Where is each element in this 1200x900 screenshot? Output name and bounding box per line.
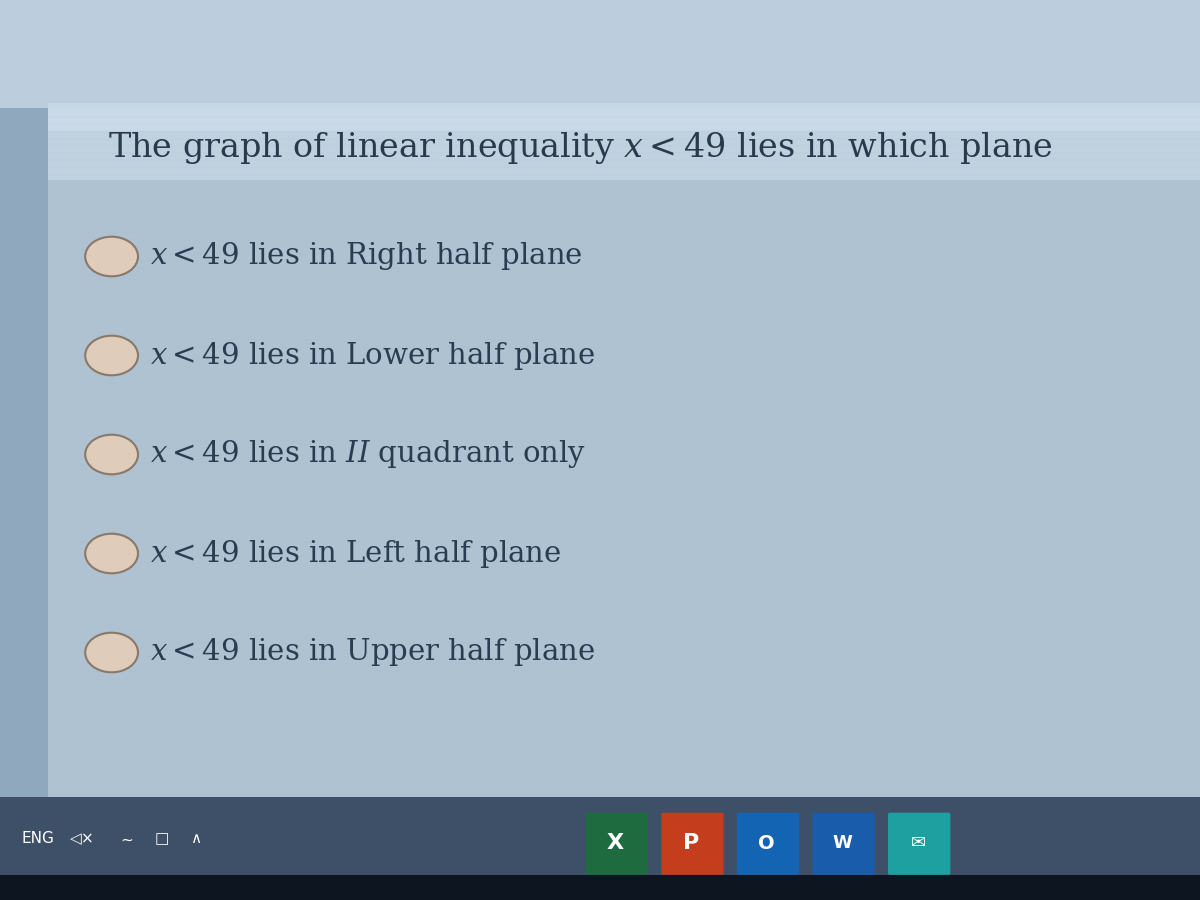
Circle shape [85,534,138,573]
Circle shape [85,633,138,672]
FancyBboxPatch shape [586,813,648,875]
Bar [48,108,1200,810]
Text: $\sim$: $\sim$ [118,832,134,846]
Text: ✉: ✉ [911,834,925,852]
FancyBboxPatch shape [888,813,950,875]
Text: $x < 49$ lies in Right half plane: $x < 49$ lies in Right half plane [150,240,582,273]
Bar [0,0,1200,108]
Text: ∧: ∧ [190,832,202,846]
Circle shape [85,336,138,375]
Bar [48,104,1200,130]
Bar [0,0,1200,108]
Text: $x < 49$ lies in Lower half plane: $x < 49$ lies in Lower half plane [150,339,595,372]
FancyBboxPatch shape [737,813,799,875]
Text: W: W [833,834,852,852]
Bar [0,796,1200,900]
Bar [0,108,1200,810]
Bar [48,108,1200,180]
Text: O: O [758,833,775,853]
Text: X: X [607,833,624,853]
Bar [0,875,1200,900]
Circle shape [85,237,138,276]
FancyBboxPatch shape [812,813,875,875]
Text: P: P [683,833,700,853]
Text: $\triangleleft$×: $\triangleleft$× [70,831,94,847]
Bar [0,108,48,810]
Text: The graph of linear inequality $x < 49$ lies in which plane: The graph of linear inequality $x < 49$ … [108,130,1052,166]
Text: $x < 49$ lies in Left half plane: $x < 49$ lies in Left half plane [150,537,562,570]
Text: □: □ [155,832,169,846]
Text: ENG: ENG [22,832,54,846]
FancyBboxPatch shape [661,813,724,875]
Text: $x < 49$ lies in Upper half plane: $x < 49$ lies in Upper half plane [150,636,595,669]
Circle shape [85,435,138,474]
Text: $x < 49$ lies in $II$ quadrant only: $x < 49$ lies in $II$ quadrant only [150,438,586,471]
